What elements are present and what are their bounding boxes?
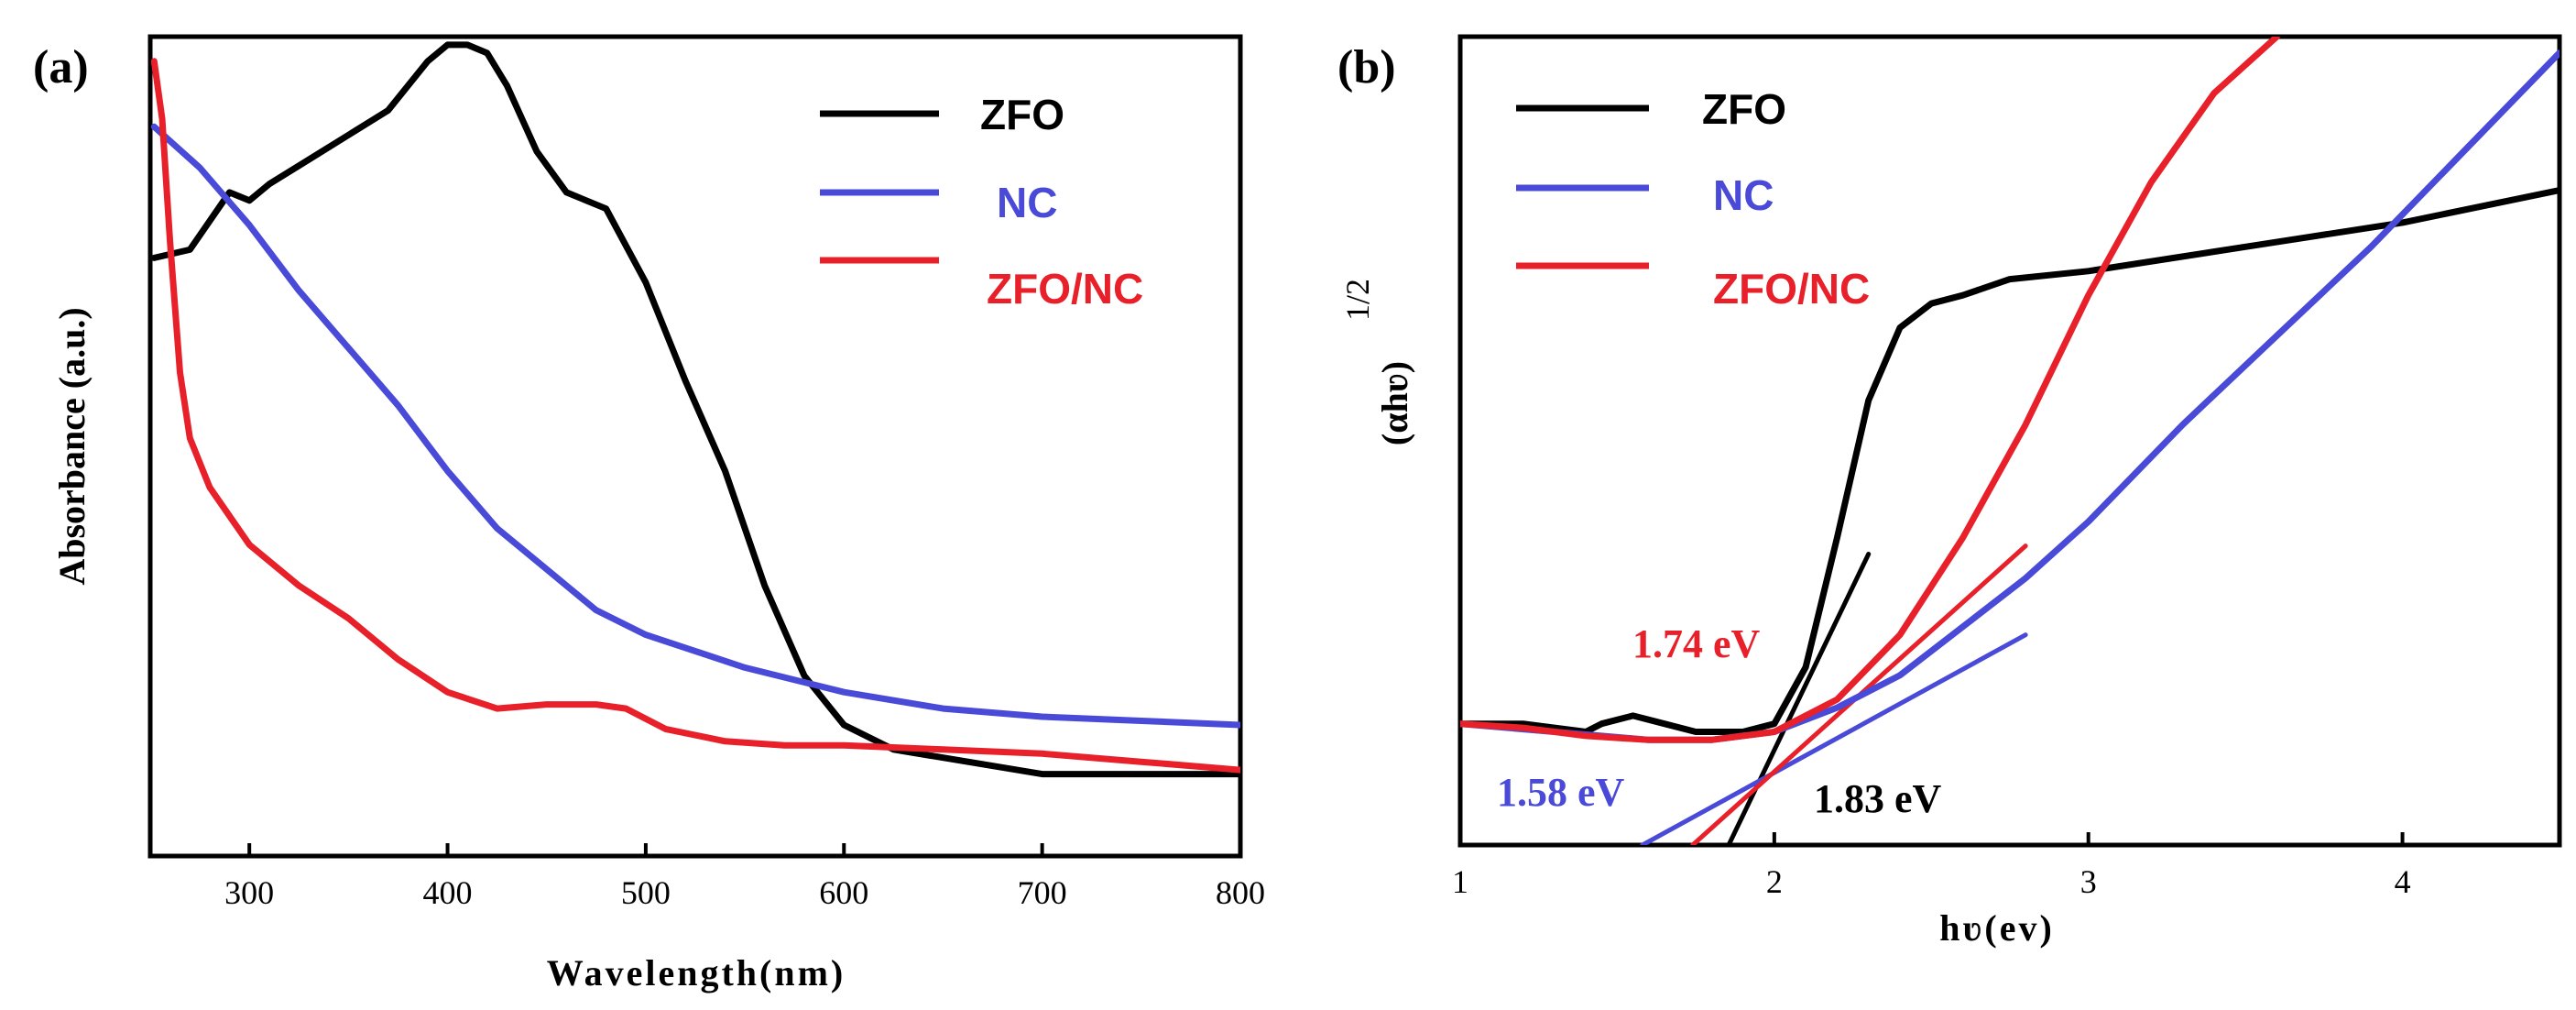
- panel-a-x-axis-title: Wavelength(nm): [547, 952, 846, 994]
- panel-b-y-axis-title: (αhʋ): [1374, 361, 1415, 445]
- legend-label-nc: NC: [997, 179, 1057, 226]
- panel-a-x-tick-label-700: 700: [1018, 874, 1067, 911]
- panel-a-series-zfo-nc: [150, 58, 1240, 774]
- panel-b-x-tick-label-1: 1: [1452, 863, 1468, 900]
- panel-b-y-axis-title-group: (αhʋ) 1/2: [1339, 279, 1415, 445]
- panel-b-x-tick-label-4: 4: [2395, 863, 2411, 900]
- panel-a-x-tick-label-500: 500: [621, 874, 671, 911]
- bandgap-label-nc: 1.58 eV: [1497, 770, 1625, 815]
- bandgap-label-zfo: 1.83 eV: [1814, 776, 1942, 821]
- panel-a-legend: ZFO NC ZFO/NC: [820, 91, 1143, 313]
- panel-a-x-tick-label-400: 400: [423, 874, 473, 911]
- panel-b-tangent-nc: [1640, 632, 2028, 845]
- panel-b-series: [1460, 37, 2560, 845]
- panel-b-series-zfo: [1460, 187, 2560, 735]
- legend-label-nc: NC: [1713, 171, 1774, 219]
- panel-b-series-zfo-nc: [1460, 37, 2280, 743]
- panel-b-legend: ZFO NC ZFO/NC: [1516, 85, 1870, 313]
- panel-b-x-tick-label-3: 3: [2080, 863, 2097, 900]
- panel-a-series: [150, 41, 1240, 778]
- panel-b-frame: [1457, 34, 2562, 848]
- panel-b-x-ticks: 1 2 3 4: [1452, 832, 2411, 900]
- legend-label-zfo: ZFO: [1702, 85, 1786, 133]
- panel-a-x-tick-label-800: 800: [1216, 874, 1265, 911]
- legend-label-zfo-nc: ZFO/NC: [1713, 265, 1870, 313]
- panel-a-y-axis-title: Absorbance (a.u.): [51, 307, 93, 585]
- panel-a-x-ticks: 300 400 500 600 700 800: [224, 843, 1265, 911]
- legend-label-zfo-nc: ZFO/NC: [987, 265, 1143, 313]
- panel-b-y-axis-exponent: 1/2: [1339, 279, 1376, 321]
- panel-a-x-tick-label-600: 600: [819, 874, 868, 911]
- panel-a: (a) 300 400 500 600 700 800 ZFO NC ZFO/NC Wav…: [33, 34, 1265, 994]
- legend-label-zfo: ZFO: [980, 91, 1064, 138]
- panel-a-series-zfo: [150, 41, 1240, 778]
- panel-b-label: (b): [1337, 41, 1396, 93]
- panel-b-tangent-zfo: [1726, 551, 1872, 845]
- panel-a-series-nc: [150, 123, 1240, 729]
- panel-a-frame: [147, 34, 1243, 859]
- panel-a-label: (a): [33, 41, 89, 93]
- panel-b: (b) 1 2 3 4 ZFO NC ZFO/NC 1.74 eV 1.58 eV 1…: [1337, 34, 2562, 949]
- panel-b-x-axis-title: hʋ(ev): [1939, 907, 2055, 949]
- bandgap-label-zfo-nc: 1.74 eV: [1632, 621, 1761, 666]
- panel-b-x-tick-label-2: 2: [1766, 863, 1783, 900]
- panel-a-x-tick-label-300: 300: [224, 874, 274, 911]
